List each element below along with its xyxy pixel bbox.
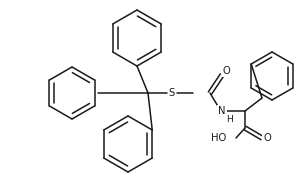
Text: S: S	[169, 88, 175, 98]
Text: N: N	[218, 106, 226, 116]
Text: HO: HO	[211, 133, 226, 143]
Text: H: H	[226, 115, 233, 124]
Text: O: O	[263, 133, 271, 143]
Text: O: O	[222, 66, 230, 76]
